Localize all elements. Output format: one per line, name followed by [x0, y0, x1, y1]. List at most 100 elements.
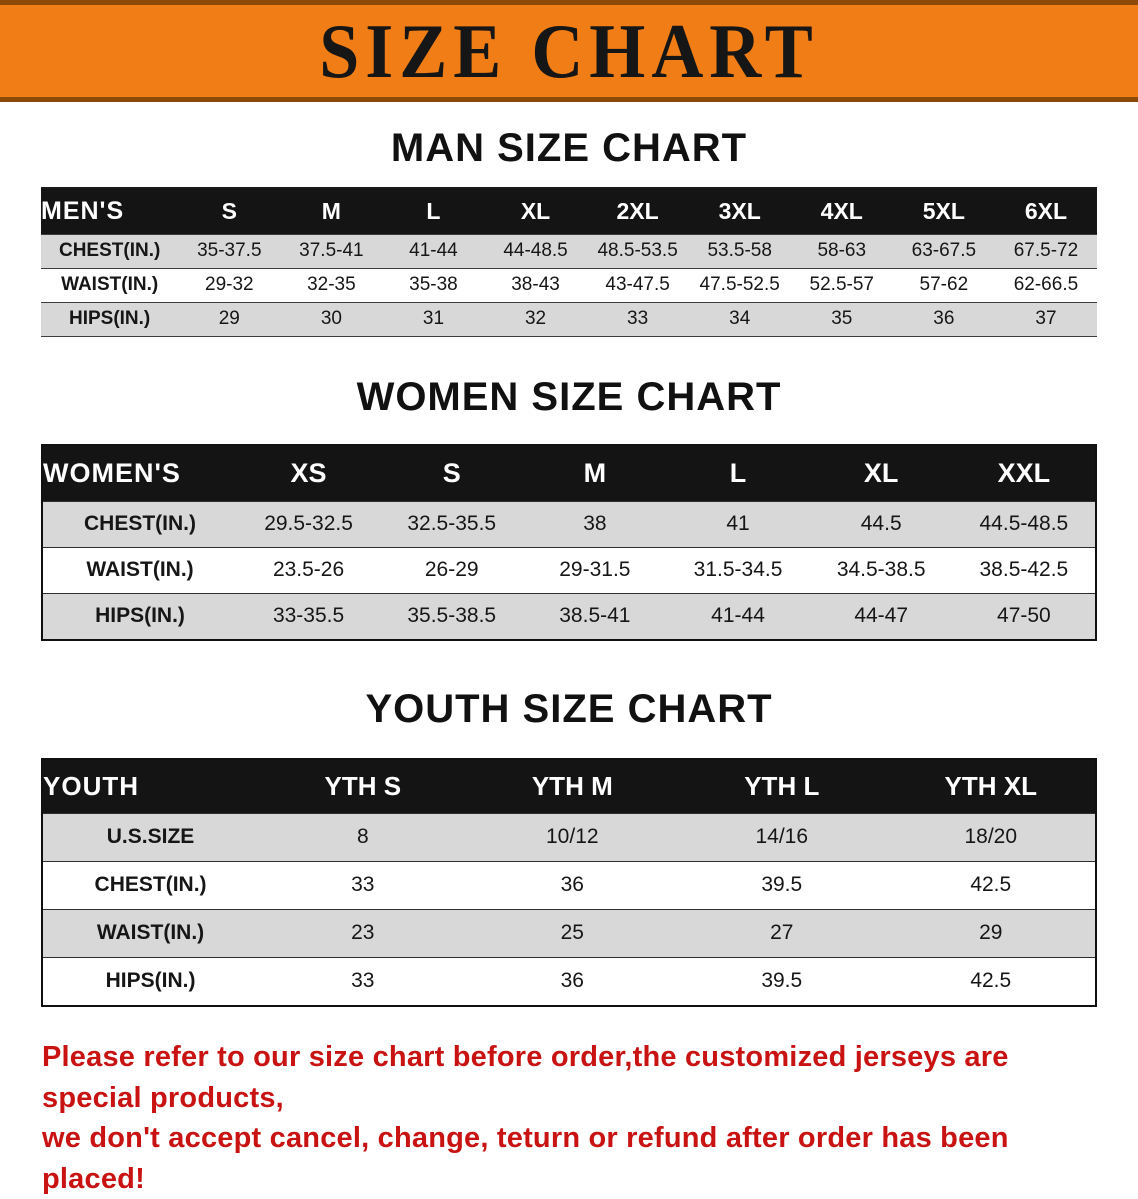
table-cell: 18/20	[886, 813, 1096, 862]
table-cell: 34.5-38.5	[809, 547, 953, 594]
table-cell: 34	[688, 302, 791, 337]
table-row: WAIST(IN.) 29-32 32-35 35-38 38-43 43-47.5 47.…	[41, 268, 1097, 303]
table-cell: 37.5-41	[280, 234, 383, 269]
row-label: HIPS(IN.)	[42, 593, 237, 640]
table-cell: 62-66.5	[994, 268, 1097, 303]
column-header: S	[380, 445, 524, 502]
table-cell: 39.5	[677, 957, 887, 1006]
column-header: S	[178, 188, 281, 235]
table-cell: 10/12	[467, 813, 678, 862]
row-label: WAIST(IN.)	[42, 547, 237, 594]
table-row: CHEST(IN.) 35-37.5 37.5-41 41-44 44-48.5 48.5…	[41, 234, 1097, 269]
table-cell: 32	[484, 302, 587, 337]
women-size-chart-section: WOMEN SIZE CHART WOMEN'S XS S M L XL XXL CHEST(…	[0, 375, 1138, 641]
table-cell: 29	[886, 909, 1096, 958]
table-row: HIPS(IN.) 33 36 39.5 42.5	[42, 957, 1096, 1006]
column-header: XXL	[952, 445, 1096, 502]
man-size-table-container: MEN'S S M L XL 2XL 3XL 4XL 5XL 6XL CHEST(IN.) 35-37…	[41, 187, 1097, 337]
table-row: CHEST(IN.) 29.5-32.5 32.5-35.5 38 41 44.5 44.5…	[42, 501, 1096, 548]
table-cell: 52.5-57	[790, 268, 893, 303]
table-cell: 14/16	[677, 813, 887, 862]
column-header: 4XL	[790, 188, 893, 235]
table-cell: 27	[677, 909, 887, 958]
table-cell: 47.5-52.5	[688, 268, 791, 303]
table-cell: 36	[892, 302, 995, 337]
table-cell: 44-47	[809, 593, 953, 640]
table-cell: 35-38	[382, 268, 485, 303]
table-row: HIPS(IN.) 33-35.5 35.5-38.5 38.5-41 41-44 44-…	[42, 593, 1096, 640]
table-cell: 33	[586, 302, 689, 337]
table-cell: 44-48.5	[484, 234, 587, 269]
table-cell: 67.5-72	[994, 234, 1097, 269]
man-size-chart-section: MAN SIZE CHART MEN'S S M L XL 2XL 3XL 4XL 5XL 6XL…	[0, 126, 1138, 337]
table-row: WAIST(IN.) 23.5-26 26-29 29-31.5 31.5-34.5 34…	[42, 547, 1096, 594]
page-title: SIZE CHART	[319, 7, 819, 95]
women-chart-title: WOMEN SIZE CHART	[356, 375, 782, 419]
table-row: HIPS(IN.) 29 30 31 32 33 34 35 36 37	[41, 302, 1097, 337]
table-cell: 36	[467, 861, 678, 910]
table-cell: 23	[258, 909, 468, 958]
row-label: CHEST(IN.)	[42, 861, 259, 910]
size-table: WOMEN'S XS S M L XL XXL CHEST(IN.) 29.5-32.5 32.5…	[41, 444, 1097, 641]
table-header-row: WOMEN'S XS S M L XL XXL	[42, 445, 1096, 502]
table-title-cell: YOUTH	[42, 759, 259, 814]
youth-size-chart-section: YOUTH SIZE CHART YOUTH YTH S YTH M YTH L YTH…	[0, 687, 1138, 1007]
row-label: HIPS(IN.)	[41, 302, 179, 337]
table-cell: 33	[258, 957, 468, 1006]
table-cell: 42.5	[886, 861, 1096, 910]
table-title-cell: MEN'S	[41, 188, 179, 235]
women-size-table-container: WOMEN'S XS S M L XL XXL CHEST(IN.) 29.5-32.5 32.5…	[41, 444, 1097, 641]
order-policy-line2: we don't accept cancel, change, teturn o…	[42, 1122, 1009, 1195]
table-cell: 35.5-38.5	[380, 593, 524, 640]
row-label: WAIST(IN.)	[41, 268, 179, 303]
row-label: CHEST(IN.)	[42, 501, 237, 548]
table-cell: 31.5-34.5	[666, 547, 810, 594]
table-cell: 32-35	[280, 268, 383, 303]
table-cell: 25	[467, 909, 678, 958]
column-header: 3XL	[688, 188, 791, 235]
row-label: HIPS(IN.)	[42, 957, 259, 1006]
table-cell: 38.5-42.5	[952, 547, 1096, 594]
column-header: YTH M	[467, 759, 678, 814]
order-policy-note: Please refer to our size chart before or…	[42, 1037, 1112, 1199]
table-row: WAIST(IN.) 23 25 27 29	[42, 909, 1096, 958]
table-cell: 41	[666, 501, 810, 548]
table-cell: 33-35.5	[236, 593, 381, 640]
table-cell: 33	[258, 861, 468, 910]
table-cell: 36	[467, 957, 678, 1006]
column-header: XS	[236, 445, 381, 502]
column-header: L	[382, 188, 485, 235]
column-header: YTH XL	[886, 759, 1096, 814]
table-cell: 38-43	[484, 268, 587, 303]
column-header: XL	[809, 445, 953, 502]
table-cell: 30	[280, 302, 383, 337]
table-cell: 29	[178, 302, 281, 337]
table-cell: 44.5-48.5	[952, 501, 1096, 548]
table-cell: 32.5-35.5	[380, 501, 524, 548]
column-header: 5XL	[892, 188, 995, 235]
table-cell: 8	[258, 813, 468, 862]
table-header-row: MEN'S S M L XL 2XL 3XL 4XL 5XL 6XL	[41, 188, 1097, 235]
youth-size-table-container: YOUTH YTH S YTH M YTH L YTH XL U.S.SIZE 8 10/12…	[41, 758, 1097, 1007]
table-cell: 35	[790, 302, 893, 337]
column-header: XL	[484, 188, 587, 235]
column-header: 2XL	[586, 188, 689, 235]
table-cell: 48.5-53.5	[586, 234, 689, 269]
table-row: CHEST(IN.) 33 36 39.5 42.5	[42, 861, 1096, 910]
table-cell: 43-47.5	[586, 268, 689, 303]
table-cell: 23.5-26	[236, 547, 381, 594]
table-cell: 31	[382, 302, 485, 337]
table-cell: 39.5	[677, 861, 887, 910]
size-table: YOUTH YTH S YTH M YTH L YTH XL U.S.SIZE 8 10/12…	[41, 758, 1097, 1007]
man-chart-title: MAN SIZE CHART	[390, 126, 748, 170]
table-header-row: YOUTH YTH S YTH M YTH L YTH XL	[42, 759, 1096, 814]
order-policy-line1: Please refer to our size chart before or…	[42, 1041, 1009, 1114]
table-cell: 41-44	[382, 234, 485, 269]
table-cell: 38	[523, 501, 667, 548]
column-header: YTH L	[677, 759, 887, 814]
row-label: CHEST(IN.)	[41, 234, 179, 269]
table-cell: 29.5-32.5	[236, 501, 381, 548]
column-header: M	[523, 445, 667, 502]
table-row: U.S.SIZE 8 10/12 14/16 18/20	[42, 813, 1096, 862]
youth-chart-title: YOUTH SIZE CHART	[365, 687, 773, 731]
